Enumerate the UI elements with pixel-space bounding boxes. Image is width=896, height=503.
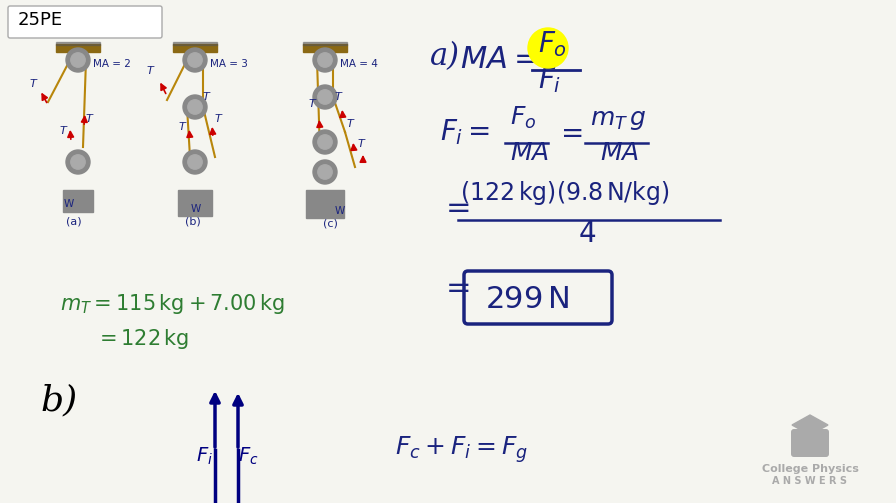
Circle shape [71,155,85,169]
Text: $299\,\mathrm{N}$: $299\,\mathrm{N}$ [485,285,570,314]
Text: $=$: $=$ [555,118,582,146]
Bar [173,42,217,45]
Circle shape [318,53,332,67]
Circle shape [313,85,337,109]
Text: $= 122\,\mathrm{kg}$: $= 122\,\mathrm{kg}$ [95,327,189,351]
Text: T: T [309,99,315,109]
Circle shape [183,150,207,174]
Text: MA = 2: MA = 2 [93,59,131,69]
Text: W: W [64,199,74,209]
Circle shape [71,53,85,67]
Circle shape [188,155,202,169]
FancyBboxPatch shape [464,271,612,324]
Circle shape [313,48,337,72]
Text: T: T [215,114,221,124]
FancyBboxPatch shape [8,6,162,38]
Circle shape [313,160,337,184]
Text: $F_i$: $F_i$ [538,65,561,95]
Circle shape [183,48,207,72]
Text: T: T [335,92,341,102]
Text: (c): (c) [323,219,338,229]
Text: MA = 4: MA = 4 [340,59,378,69]
Text: $MA$: $MA$ [510,141,549,165]
Text: W: W [191,204,202,214]
Text: $F_c + F_i = F_g$: $F_c + F_i = F_g$ [395,435,528,465]
Text: T: T [358,139,365,149]
Text: T: T [86,114,93,124]
Text: $m_T\,g$: $m_T\,g$ [590,108,647,132]
Text: (a): (a) [66,216,82,226]
Circle shape [318,165,332,179]
Text: $F_o$: $F_o$ [538,29,567,59]
Circle shape [188,53,202,67]
Circle shape [528,28,568,68]
Bar [173,44,217,52]
Text: W: W [335,206,345,216]
Bar [63,190,93,212]
Text: a): a) [430,41,460,72]
Text: T: T [147,66,154,76]
Text: (b): (b) [185,217,201,227]
FancyBboxPatch shape [791,429,829,457]
Text: $F_i = $: $F_i = $ [440,117,490,147]
Text: T: T [30,79,37,89]
Text: T: T [179,122,185,132]
Text: $MA$: $MA$ [600,141,639,165]
Text: MA = 3: MA = 3 [210,59,248,69]
Circle shape [183,95,207,119]
Circle shape [66,150,90,174]
Circle shape [318,135,332,149]
Bar [178,190,212,216]
Text: T: T [60,126,66,136]
Text: $MA = $: $MA = $ [460,45,538,74]
Text: $=$: $=$ [440,272,470,301]
Circle shape [66,48,90,72]
Bar [306,190,344,218]
Text: T: T [203,92,210,102]
Bar [56,42,100,45]
Circle shape [313,130,337,154]
Text: b): b) [40,383,77,417]
Bar [303,42,347,45]
Polygon shape [792,415,828,435]
Text: $4$: $4$ [578,220,596,248]
Text: A N S W E R S: A N S W E R S [772,476,848,486]
Circle shape [188,100,202,114]
Circle shape [318,90,332,104]
Text: $=$: $=$ [440,192,470,221]
Bar [303,44,347,52]
Text: $F_o$: $F_o$ [510,105,537,131]
Bar [56,44,100,52]
Text: College Physics: College Physics [762,464,858,474]
Text: $F_i$: $F_i$ [196,446,213,467]
Text: T: T [347,119,354,129]
Text: $F_c$: $F_c$ [238,446,259,467]
Text: $(122\,\mathrm{kg})(9.8\,\mathrm{N/kg})$: $(122\,\mathrm{kg})(9.8\,\mathrm{N/kg})$ [460,179,669,207]
Text: 25PE: 25PE [18,11,63,29]
Text: $m_T = 115\,\mathrm{kg} + 7.00\,\mathrm{kg}$: $m_T = 115\,\mathrm{kg} + 7.00\,\mathrm{… [60,292,285,316]
